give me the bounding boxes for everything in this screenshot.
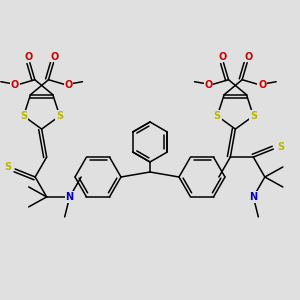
Text: O: O (64, 80, 73, 90)
Text: S: S (56, 111, 63, 121)
Text: O: O (244, 52, 252, 62)
Text: S: S (277, 142, 284, 152)
Text: N: N (66, 192, 74, 202)
Text: O: O (11, 80, 19, 90)
Text: O: O (50, 52, 59, 62)
Text: O: O (218, 52, 226, 62)
Text: O: O (204, 80, 213, 90)
Text: O: O (25, 52, 33, 62)
Text: S: S (214, 111, 221, 121)
Text: S: S (250, 111, 257, 121)
Text: S: S (20, 111, 27, 121)
Text: N: N (249, 192, 257, 202)
Text: S: S (4, 162, 12, 172)
Text: O: O (258, 80, 266, 90)
